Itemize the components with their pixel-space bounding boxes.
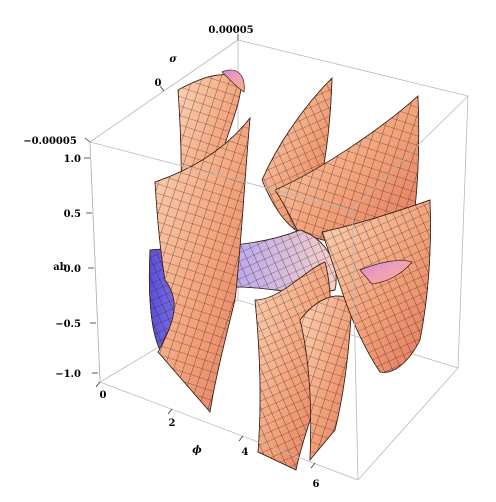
- ab-tick-0.5: 0.5: [64, 209, 81, 220]
- sigma-axis: 0.00005 0 −0.00005 σ: [23, 25, 253, 147]
- sigma-tick-0: 0: [155, 78, 162, 89]
- phi-tick-2: 2: [169, 418, 176, 429]
- phi-axis-label: ϕ: [192, 445, 202, 456]
- phi-tick-4: 4: [242, 447, 249, 458]
- sigma-axis-label: σ: [169, 54, 177, 65]
- phi-tick-0: 0: [100, 390, 107, 401]
- plot-box-front: [89, 95, 469, 481]
- ab-tick-m1.0: −1.0: [55, 369, 81, 380]
- sigma-tick-m0.00005: −0.00005: [23, 136, 77, 147]
- sigma-tick-0.00005: 0.00005: [208, 25, 253, 36]
- ab-axis-label: ab: [53, 262, 66, 273]
- ab-tick-1.0: 1.0: [64, 154, 81, 165]
- phi-axis: 0 2 4 6 ϕ: [100, 390, 320, 490]
- phi-tick-6: 6: [313, 479, 320, 490]
- ab-axis: 1.0 0.5 0.0 −0.5 −1.0 ab: [53, 154, 81, 380]
- tick-marks: [84, 34, 316, 469]
- ab-tick-m0.5: −0.5: [55, 319, 81, 330]
- ab-tick-0.0: 0.0: [64, 264, 81, 275]
- surface-sheets: [148, 69, 431, 471]
